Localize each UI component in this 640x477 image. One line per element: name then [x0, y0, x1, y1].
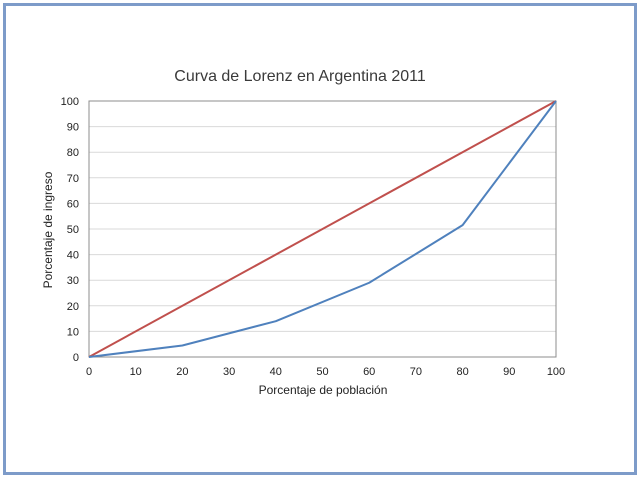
y-tick-label-20: 20 — [67, 301, 79, 313]
y-tick-label-90: 90 — [67, 122, 79, 134]
chart-frame — [3, 3, 637, 475]
x-tick-label-10: 10 — [130, 366, 142, 378]
y-tick-label-50: 50 — [67, 224, 79, 236]
x-tick-label-0: 0 — [86, 366, 92, 378]
chart-title: Curva de Lorenz en Argentina 2011 — [174, 68, 426, 85]
equality-line — [88, 100, 557, 358]
x-tick-label-60: 60 — [363, 366, 375, 378]
x-tick-label-80: 80 — [456, 366, 468, 378]
x-tick-label-100: 100 — [547, 366, 565, 378]
lorenz-curve-line — [88, 100, 557, 358]
x-tick-label-70: 70 — [410, 366, 422, 378]
y-tick-label-40: 40 — [67, 250, 79, 262]
y-tick-label-0: 0 — [73, 352, 79, 364]
y-tick-label-10: 10 — [67, 326, 79, 338]
y-tick-label-60: 60 — [67, 198, 79, 210]
y-tick-label-30: 30 — [67, 275, 79, 287]
x-tick-label-40: 40 — [270, 366, 282, 378]
y-tick-label-80: 80 — [67, 147, 79, 159]
y-tick-label-70: 70 — [67, 173, 79, 185]
series-lines — [88, 100, 557, 358]
y-axis-ticks: 0 10 20 30 40 50 60 70 80 90 100 — [61, 96, 79, 364]
y-axis-label: Porcentaje de ingreso — [41, 171, 55, 288]
x-tick-label-90: 90 — [503, 366, 515, 378]
x-axis-label: Porcentaje de población — [259, 383, 388, 397]
plot-area — [88, 100, 557, 358]
x-tick-label-30: 30 — [223, 366, 235, 378]
x-axis-ticks: 0 10 20 30 40 50 60 70 80 90 100 — [86, 366, 565, 378]
y-tick-label-100: 100 — [61, 96, 79, 108]
x-tick-label-50: 50 — [316, 366, 328, 378]
x-tick-label-20: 20 — [176, 366, 188, 378]
